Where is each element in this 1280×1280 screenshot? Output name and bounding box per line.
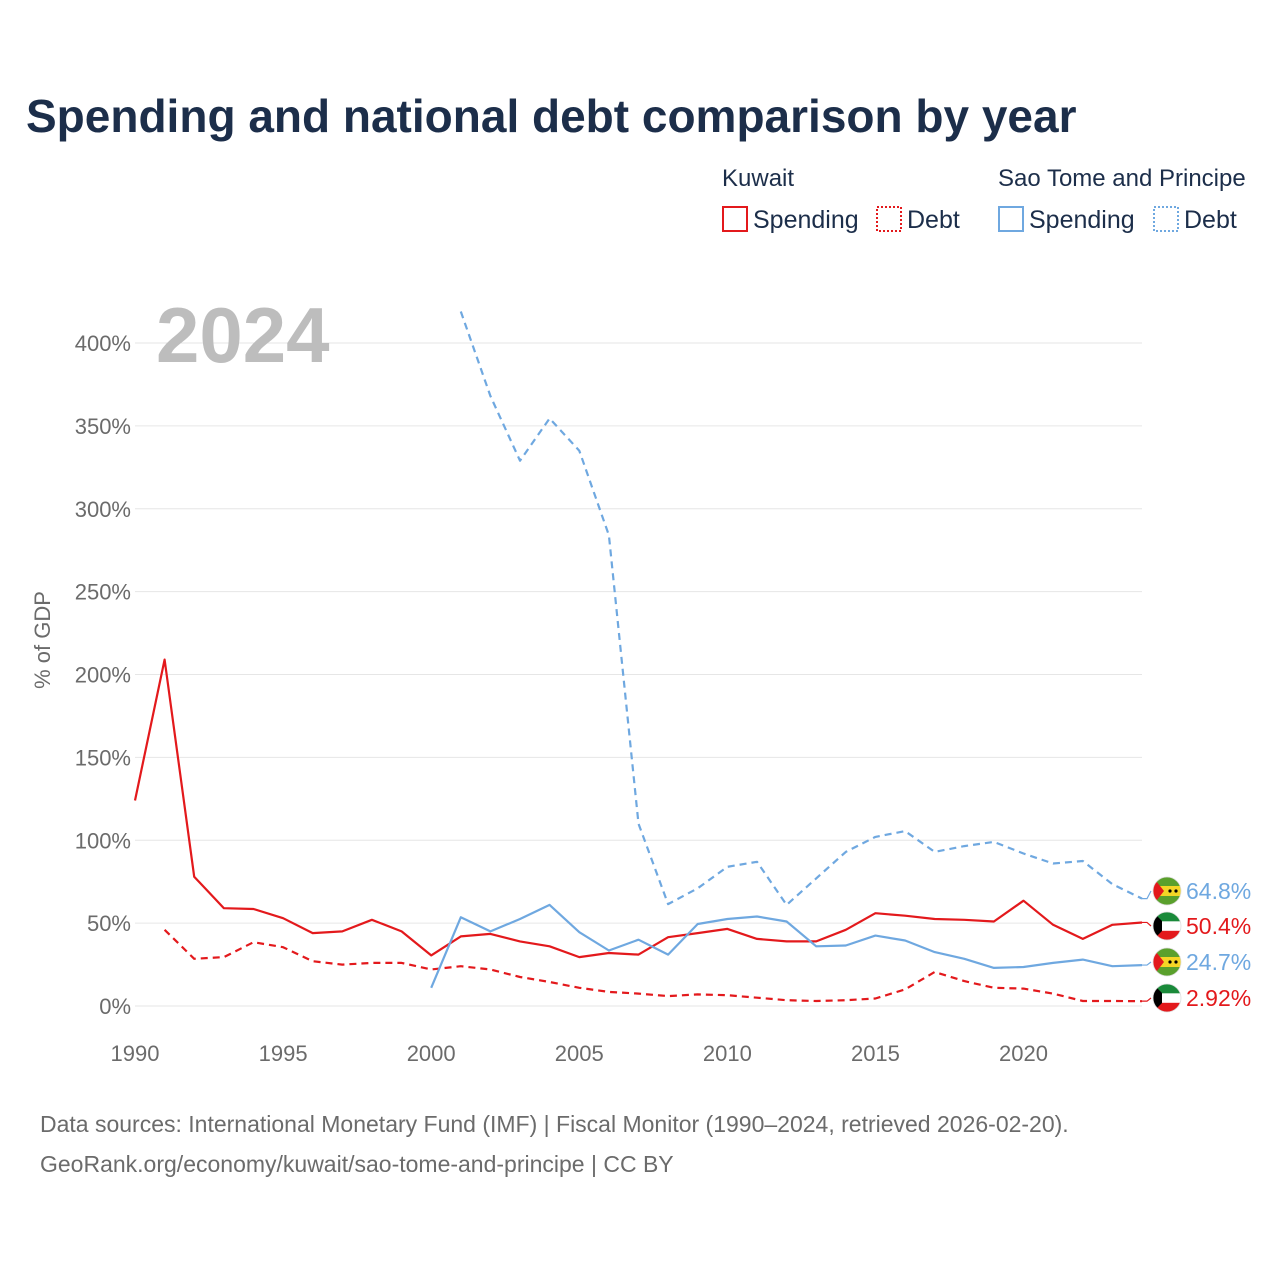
x-tick-label: 2015 xyxy=(851,1041,900,1066)
x-tick-label: 1995 xyxy=(259,1041,308,1066)
end-label-connector xyxy=(1142,961,1152,966)
y-tick-label: 100% xyxy=(75,828,131,853)
x-tick-label: 1990 xyxy=(111,1041,160,1066)
legend-label-kuwait-spending[interactable]: Spending xyxy=(753,206,859,234)
end-value-label: 50.4% xyxy=(1186,913,1251,939)
end-value-label: 2.92% xyxy=(1186,985,1251,1011)
source-line-2[interactable]: GeoRank.org/economy/kuwait/sao-tome-and-… xyxy=(40,1151,674,1177)
legend-label-sao-tome-debt[interactable]: Debt xyxy=(1184,206,1237,234)
series-line-kuwait-spending[interactable] xyxy=(133,658,1143,959)
kuwait-flag-icon xyxy=(1152,983,1182,1013)
sao-tome-flag-icon xyxy=(1152,947,1182,977)
legend-label-sao-tome-spending[interactable]: Spending xyxy=(1029,206,1135,234)
x-tick-label: 2005 xyxy=(555,1041,604,1066)
legend-group-title-kuwait: Kuwait xyxy=(722,165,794,192)
end-label-connector xyxy=(1142,890,1152,900)
series-line-sao-tome-and-principe-spending[interactable] xyxy=(430,903,1143,989)
y-tick-label: 200% xyxy=(75,663,131,688)
legend-group-title-sao-tome: Sao Tome and Principe xyxy=(998,165,1246,192)
end-label-connector xyxy=(1142,921,1152,927)
chart-title: Spending and national debt comparison by… xyxy=(26,90,1077,142)
legend-swatch-kuwait-debt[interactable] xyxy=(876,206,902,232)
legend-label-kuwait-debt[interactable]: Debt xyxy=(907,206,960,234)
y-tick-label: 250% xyxy=(75,580,131,605)
series-line-sao-tome-and-principe-debt[interactable] xyxy=(459,311,1143,907)
y-tick-label: 400% xyxy=(75,331,131,356)
y-axis-ticks: 0% 50% 100% 150% 200% 250% 300% 350% 400% xyxy=(75,331,131,1019)
y-tick-label: 150% xyxy=(75,745,131,770)
y-tick-label: 300% xyxy=(75,497,131,522)
x-tick-label: 2010 xyxy=(703,1041,752,1066)
end-value-label: 24.7% xyxy=(1186,949,1251,975)
sao-tome-flag-icon xyxy=(1152,876,1182,906)
x-axis-ticks: 1990 1995 2000 2005 2010 2015 2020 xyxy=(111,1041,1048,1066)
series-lines xyxy=(133,311,1143,1003)
x-tick-label: 2020 xyxy=(999,1041,1048,1066)
source-line-1: Data sources: International Monetary Fun… xyxy=(40,1111,1069,1137)
end-value-label: 64.8% xyxy=(1186,878,1251,904)
x-tick-label: 2000 xyxy=(407,1041,456,1066)
gridlines xyxy=(135,342,1142,1007)
legend-swatch-sao-tome-debt[interactable] xyxy=(1153,206,1179,232)
kuwait-flag-icon xyxy=(1152,911,1182,941)
end-labels: 50.4% 2.92% 24.7% 64.8% xyxy=(1142,876,1251,1013)
y-tick-label: 0% xyxy=(99,994,131,1019)
y-tick-label: 350% xyxy=(75,414,131,439)
legend-swatch-kuwait-spending[interactable] xyxy=(722,206,748,232)
legend-swatch-sao-tome-spending[interactable] xyxy=(998,206,1024,232)
series-line-kuwait-debt[interactable] xyxy=(163,929,1143,1003)
y-axis-label: % of GDP xyxy=(30,591,55,689)
end-label-connector xyxy=(1142,997,1152,1002)
legend: Kuwait Spending Debt Sao Tome and Princi… xyxy=(722,165,1246,234)
y-tick-label: 50% xyxy=(87,911,131,936)
year-watermark: 2024 xyxy=(156,291,330,379)
